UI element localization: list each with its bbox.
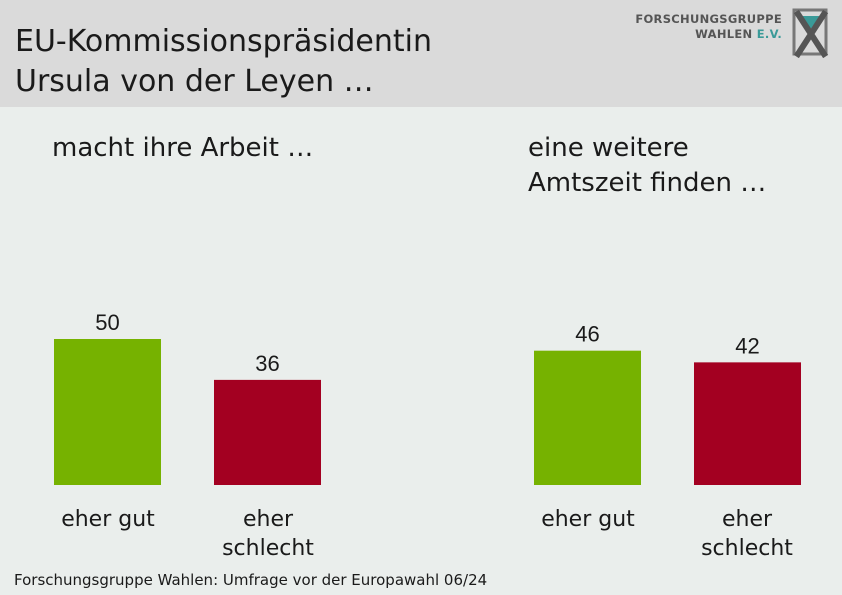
logo-ev: E.V. (756, 27, 782, 41)
chart-1-title: macht ihre Arbeit … (52, 133, 314, 163)
chart-2-category-2-label: eher schlecht (701, 507, 793, 561)
chart-2-value-label-1: 46 (575, 322, 599, 347)
source-footer: Forschungsgruppe Wahlen: Umfrage vor der… (14, 571, 488, 589)
header-bar: EU-Kommissionspräsidentin Ursula von der… (0, 0, 842, 107)
logo: FORSCHUNGSGRUPPE WAHLEN E.V. (634, 8, 834, 58)
logo-line-1: FORSCHUNGSGRUPPE (635, 12, 782, 26)
chart-2-title-line-2: Amtszeit finden … (528, 168, 767, 198)
logo-line-2: WAHLEN E.V. (635, 27, 782, 42)
logo-text: FORSCHUNGSGRUPPE WAHLEN E.V. (635, 12, 782, 42)
chart-2-title-line-1: eine weitere (528, 133, 689, 163)
page-title: EU-Kommissionspräsidentin Ursula von der… (15, 22, 432, 102)
chart-1-category-1-label: eher gut (61, 507, 155, 532)
chart-1-bar-1 (54, 339, 161, 485)
logo-wahlen: WAHLEN (695, 27, 753, 41)
title-line-2: Ursula von der Leyen … (15, 64, 374, 99)
chart-1-value-label-2: 36 (255, 351, 279, 376)
chart-1-value-label-1: 50 (95, 310, 119, 335)
chart-2-category-1-label: eher gut (541, 507, 635, 532)
logo-x-icon (792, 8, 829, 58)
chart-2-bar-2 (694, 362, 801, 485)
chart-2-bar-1 (534, 350, 641, 485)
bar-charts: 50 36 46 42 (54, 310, 801, 485)
title-line-1: EU-Kommissionspräsidentin (15, 24, 432, 59)
chart-2-title: eine weitere Amtszeit finden … (528, 131, 766, 201)
chart-1-bar-2 (214, 379, 321, 485)
chart-2-value-label-2: 42 (735, 333, 759, 358)
chart-1-category-2-label: eher schlecht (222, 507, 314, 561)
